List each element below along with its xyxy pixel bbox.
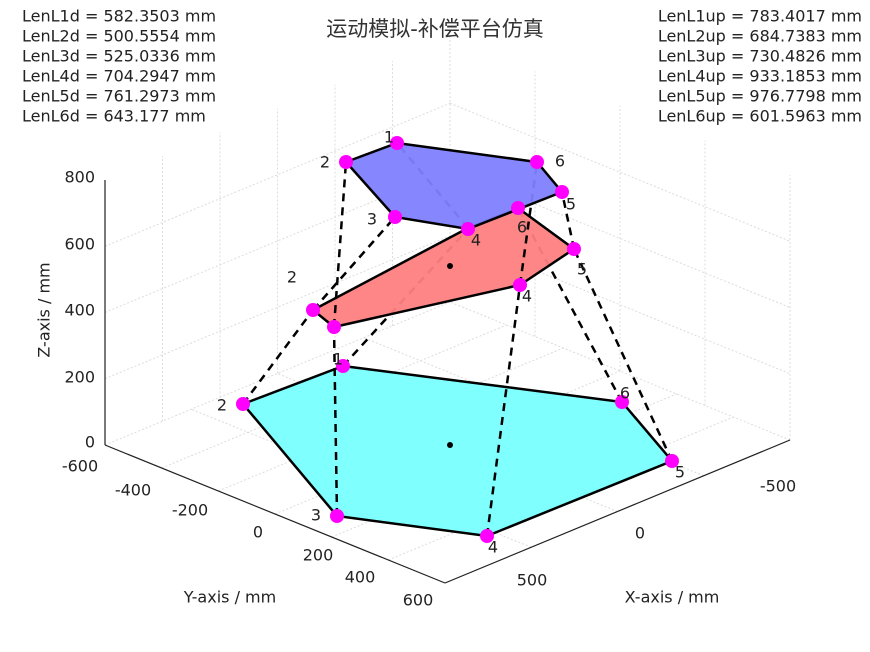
y-tick-label: 0 — [253, 523, 263, 542]
z-tick-label: 200 — [64, 368, 95, 387]
left-readout: LenL2d = 500.5554 mm — [22, 27, 216, 46]
vertex-label: 4 — [471, 231, 481, 250]
z-tick-label: 400 — [64, 301, 95, 320]
base-platform — [240, 364, 675, 538]
vertex-label: 4 — [522, 287, 532, 306]
x-tick-label: 500 — [517, 571, 548, 590]
z-tick-label: 0 — [85, 433, 95, 452]
y-tick-label: -600 — [62, 457, 98, 476]
vertex-label: 5 — [675, 463, 685, 482]
vertex-label: 5 — [566, 195, 576, 214]
vertex-label: 2 — [320, 153, 330, 172]
grid-line — [449, 102, 791, 242]
right-readout: LenL2up = 684.7383 mm — [658, 27, 862, 46]
vertex-label: 1 — [333, 350, 343, 369]
vertex-label: 1 — [384, 128, 394, 147]
vertex-label: 5 — [577, 260, 587, 279]
left-readout: LenL3d = 525.0336 mm — [22, 47, 216, 66]
vertex-label: 6 — [620, 384, 630, 403]
right-readout: LenL6up = 601.5963 mm — [658, 107, 862, 126]
y-tick-label: 200 — [303, 546, 334, 565]
vertex-label: 4 — [488, 538, 498, 557]
vertex-label: 6 — [555, 152, 565, 171]
axes-frame — [104, 180, 791, 584]
z-axis-label: Z-axis / mm — [35, 262, 54, 357]
grid-line — [449, 301, 791, 441]
y-tick-label: -400 — [115, 481, 151, 500]
right-readout: LenL4up = 933.1853 mm — [658, 67, 862, 86]
y-tick-label: -200 — [172, 501, 208, 520]
vertex-label: 2 — [217, 396, 227, 415]
x-axis-label: X-axis / mm — [625, 588, 720, 607]
y-axis-label: Y-axis / mm — [183, 588, 276, 607]
vertex-label: 3 — [367, 210, 377, 229]
right-readout: LenL3up = 730.4826 mm — [658, 47, 862, 66]
vertex-label: 3 — [311, 506, 321, 525]
left-readout: LenL5d = 761.2973 mm — [22, 87, 216, 106]
y-tick-label: 400 — [345, 568, 376, 587]
title: 运动模拟-补偿平台仿真 — [326, 17, 544, 41]
x-tick-label: -500 — [760, 477, 796, 496]
x-axis — [444, 439, 791, 584]
vertex-markers — [236, 136, 679, 543]
left-readout: LenL1d = 582.3503 mm — [22, 7, 216, 26]
right-readout: LenL1up = 783.4017 mm — [658, 7, 862, 26]
left-readout: LenL4d = 704.2947 mm — [22, 67, 216, 86]
vertex-label: 6 — [517, 218, 527, 237]
right-readout: LenL5up = 976.7798 mm — [658, 87, 862, 106]
x-tick-label: 0 — [635, 524, 645, 543]
y-axis — [104, 444, 446, 584]
z-tick-label: 600 — [64, 235, 95, 254]
vertex-label: 2 — [287, 268, 297, 287]
left-readout: LenL6d = 643.177 mm — [22, 107, 206, 126]
y-tick-label: 600 — [403, 591, 434, 610]
z-tick-label: 800 — [64, 168, 95, 187]
